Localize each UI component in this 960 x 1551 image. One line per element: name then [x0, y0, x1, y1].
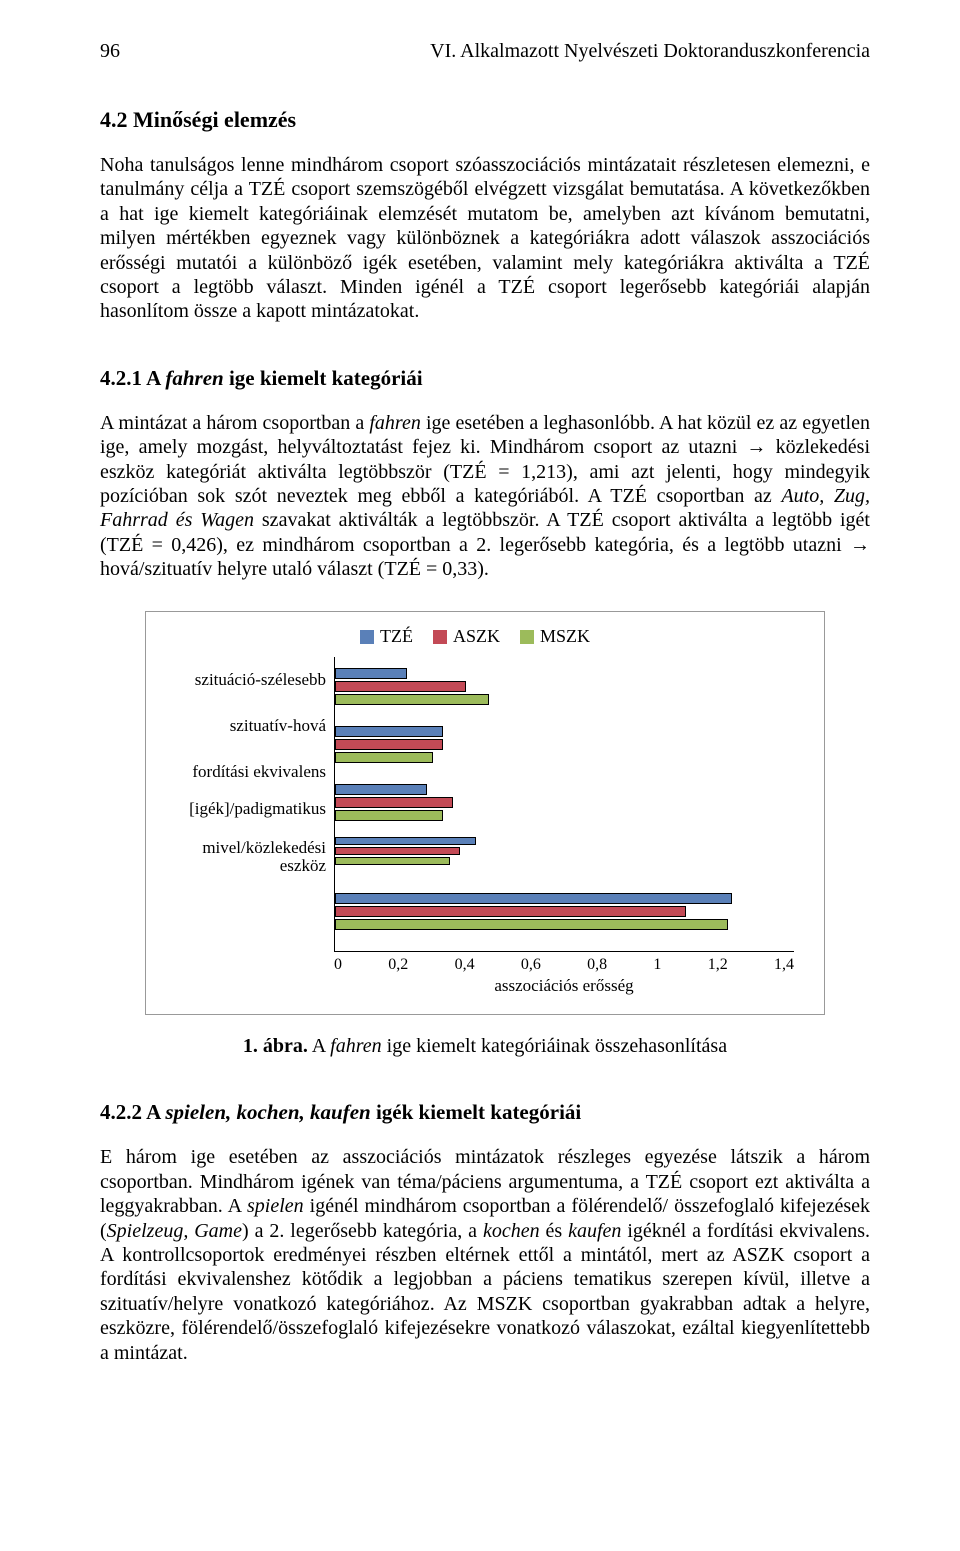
section-4-2-body: Noha tanulságos lenne mindhárom csoport …: [100, 153, 870, 324]
legend-label: TZÉ: [380, 626, 413, 647]
page-header: 96 VI. Alkalmazott Nyelvészeti Doktorand…: [100, 40, 870, 63]
text-italic: kaufen: [568, 1220, 621, 1242]
plot-body: [334, 657, 794, 952]
figure-1-caption: 1. ábra. A fahren ige kiemelt kategóriái…: [100, 1035, 870, 1058]
bar: [335, 857, 450, 865]
text-italic: kochen: [483, 1220, 540, 1242]
legend-swatch: [360, 630, 374, 644]
bar: [335, 906, 686, 917]
category-label: fordítási ekvivalens: [156, 749, 326, 795]
x-tick: 0,8: [587, 956, 607, 974]
figure-1-chart: TZÉ ASZK MSZK szituáció-szélesebbszituatív…: [145, 611, 825, 1015]
bar-group: [335, 715, 794, 773]
x-tick: 0,4: [455, 956, 475, 974]
category-label: szituatív-hová: [156, 703, 326, 749]
category-label: [igék]/padigmatikus: [156, 795, 326, 823]
bar: [335, 668, 407, 679]
text-italic: fahren: [369, 412, 420, 434]
bar: [335, 681, 466, 692]
text-italic: Spielzeug, Game: [107, 1220, 242, 1242]
legend-label: MSZK: [540, 626, 590, 647]
page-number: 96: [100, 40, 120, 63]
legend-item: MSZK: [520, 626, 590, 647]
legend-swatch: [520, 630, 534, 644]
text-run: ) a 2. legerősebb kategória, a: [242, 1220, 483, 1242]
legend-swatch: [433, 630, 447, 644]
section-4-2-2-body: E három ige esetében az asszociációs min…: [100, 1145, 870, 1365]
plot: 0 0,2 0,4 0,6 0,8 1 1,2 1,4 asszociációs erőssé…: [334, 657, 794, 996]
category-label: szituáció-szélesebb: [156, 657, 326, 703]
heading-tail: igék kiemelt kategóriái: [371, 1100, 582, 1124]
legend-label: ASZK: [453, 626, 500, 647]
section-4-2-1-heading: 4.2.1 A fahren ige kiemelt kategóriái: [100, 366, 870, 391]
bar: [335, 893, 732, 904]
running-head: VI. Alkalmazott Nyelvészeti Doktorandusz…: [430, 40, 870, 63]
chart-legend: TZÉ ASZK MSZK: [156, 626, 794, 647]
caption-italic: fahren: [330, 1035, 381, 1057]
caption-tail: ige kiemelt kategóriáinak összehasonlítá…: [382, 1035, 727, 1057]
x-tick: 1: [653, 956, 661, 974]
heading-tail: ige kiemelt kategóriái: [224, 366, 423, 390]
bar: [335, 797, 453, 808]
section-4-2-1-body: A mintázat a három csoportban a fahren i…: [100, 411, 870, 582]
heading-plain: 4.2.2 A: [100, 1100, 165, 1124]
legend-item: ASZK: [433, 626, 500, 647]
x-tick: 0: [334, 956, 342, 974]
x-tick: 1,2: [708, 956, 728, 974]
x-axis-ticks: 0 0,2 0,4 0,6 0,8 1 1,2 1,4: [334, 956, 794, 974]
caption-label: 1. ábra.: [243, 1035, 308, 1057]
bar-group: [335, 871, 794, 951]
bar: [335, 694, 489, 705]
page: 96 VI. Alkalmazott Nyelvészeti Doktorand…: [0, 0, 960, 1551]
chart-area: szituáció-szélesebbszituatív-hováfordítá…: [156, 657, 794, 996]
bar: [335, 810, 443, 821]
x-tick: 0,6: [521, 956, 541, 974]
heading-italic: fahren: [165, 366, 223, 390]
bar: [335, 726, 443, 737]
text-run: A mintázat a három csoportban a: [100, 412, 369, 434]
section-4-2-heading: 4.2 Minőségi elemzés: [100, 107, 870, 133]
category-label: mivel/közlekedési eszköz: [156, 823, 326, 891]
bar: [335, 739, 443, 750]
x-axis-label: asszociációs erősség: [334, 976, 794, 996]
text-run: és: [540, 1220, 569, 1242]
heading-italic: spielen, kochen, kaufen: [165, 1100, 370, 1124]
bar-group: [335, 831, 794, 871]
bar: [335, 784, 427, 795]
section-4-2-2-heading: 4.2.2 A spielen, kochen, kaufen igék kie…: [100, 1100, 870, 1125]
x-tick: 1,4: [774, 956, 794, 974]
bar: [335, 837, 476, 845]
text-italic: spielen: [247, 1195, 304, 1217]
bar-group: [335, 773, 794, 831]
legend-item: TZÉ: [360, 626, 413, 647]
heading-plain: 4.2.1 A: [100, 366, 165, 390]
bar: [335, 752, 433, 763]
bar-group: [335, 657, 794, 715]
x-tick: 0,2: [388, 956, 408, 974]
category-labels: szituáció-szélesebbszituatív-hováfordítá…: [156, 657, 334, 996]
bar: [335, 919, 728, 930]
caption-plain: A: [308, 1035, 330, 1057]
bar: [335, 847, 460, 855]
